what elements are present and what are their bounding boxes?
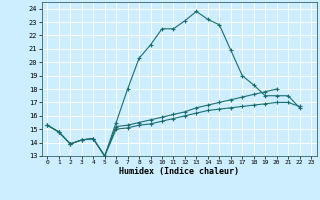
X-axis label: Humidex (Indice chaleur): Humidex (Indice chaleur) <box>119 167 239 176</box>
